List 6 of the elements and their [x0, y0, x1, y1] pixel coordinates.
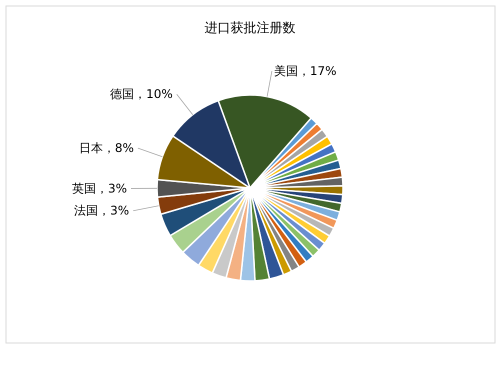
slice-label: 日本，8% — [78, 141, 134, 156]
slice-label: 德国，10% — [110, 87, 173, 102]
slice-label: 英国，3% — [72, 181, 127, 196]
slice-label: 法国，3% — [74, 204, 130, 218]
chart-title: 进口获批注册数 — [204, 21, 296, 36]
slice-label: 美国，17% — [274, 64, 337, 78]
